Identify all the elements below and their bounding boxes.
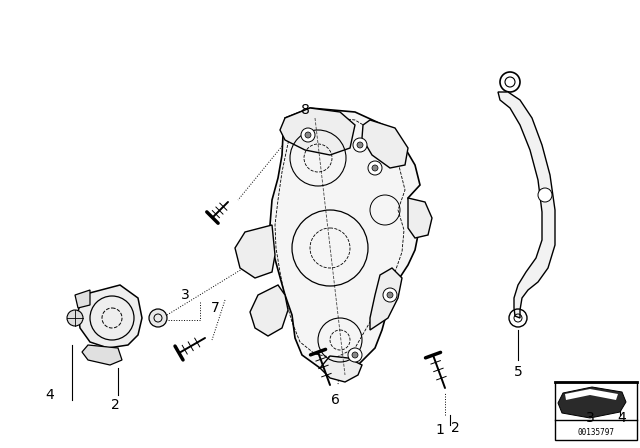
Text: 3: 3	[586, 411, 595, 425]
Polygon shape	[250, 285, 288, 336]
Polygon shape	[498, 92, 555, 318]
Polygon shape	[320, 356, 362, 382]
Bar	[555, 382, 637, 440]
Polygon shape	[565, 389, 618, 400]
Text: 7: 7	[211, 301, 220, 315]
Text: 4: 4	[45, 388, 54, 402]
Polygon shape	[370, 268, 402, 330]
Text: 2: 2	[111, 398, 120, 412]
Text: 2: 2	[451, 421, 460, 435]
Text: 3: 3	[180, 288, 189, 302]
Circle shape	[353, 138, 367, 152]
Circle shape	[301, 128, 315, 142]
Circle shape	[348, 348, 362, 362]
Circle shape	[372, 165, 378, 171]
Text: 4: 4	[618, 411, 627, 425]
Polygon shape	[362, 120, 408, 168]
Circle shape	[305, 132, 311, 138]
Text: 1: 1	[436, 423, 444, 437]
Text: 8: 8	[301, 103, 309, 117]
Polygon shape	[82, 345, 122, 365]
Polygon shape	[408, 198, 432, 238]
Circle shape	[368, 161, 382, 175]
Polygon shape	[558, 387, 626, 418]
Text: 6: 6	[331, 393, 339, 407]
Circle shape	[357, 142, 363, 148]
Polygon shape	[235, 225, 275, 278]
Circle shape	[538, 188, 552, 202]
Polygon shape	[270, 108, 420, 372]
Circle shape	[149, 309, 167, 327]
Text: 5: 5	[514, 365, 522, 379]
Circle shape	[67, 310, 83, 326]
Polygon shape	[78, 285, 142, 348]
Circle shape	[383, 288, 397, 302]
Circle shape	[387, 292, 393, 298]
Polygon shape	[280, 108, 355, 155]
Polygon shape	[75, 290, 90, 308]
Circle shape	[352, 352, 358, 358]
Text: 00135797: 00135797	[577, 427, 614, 436]
